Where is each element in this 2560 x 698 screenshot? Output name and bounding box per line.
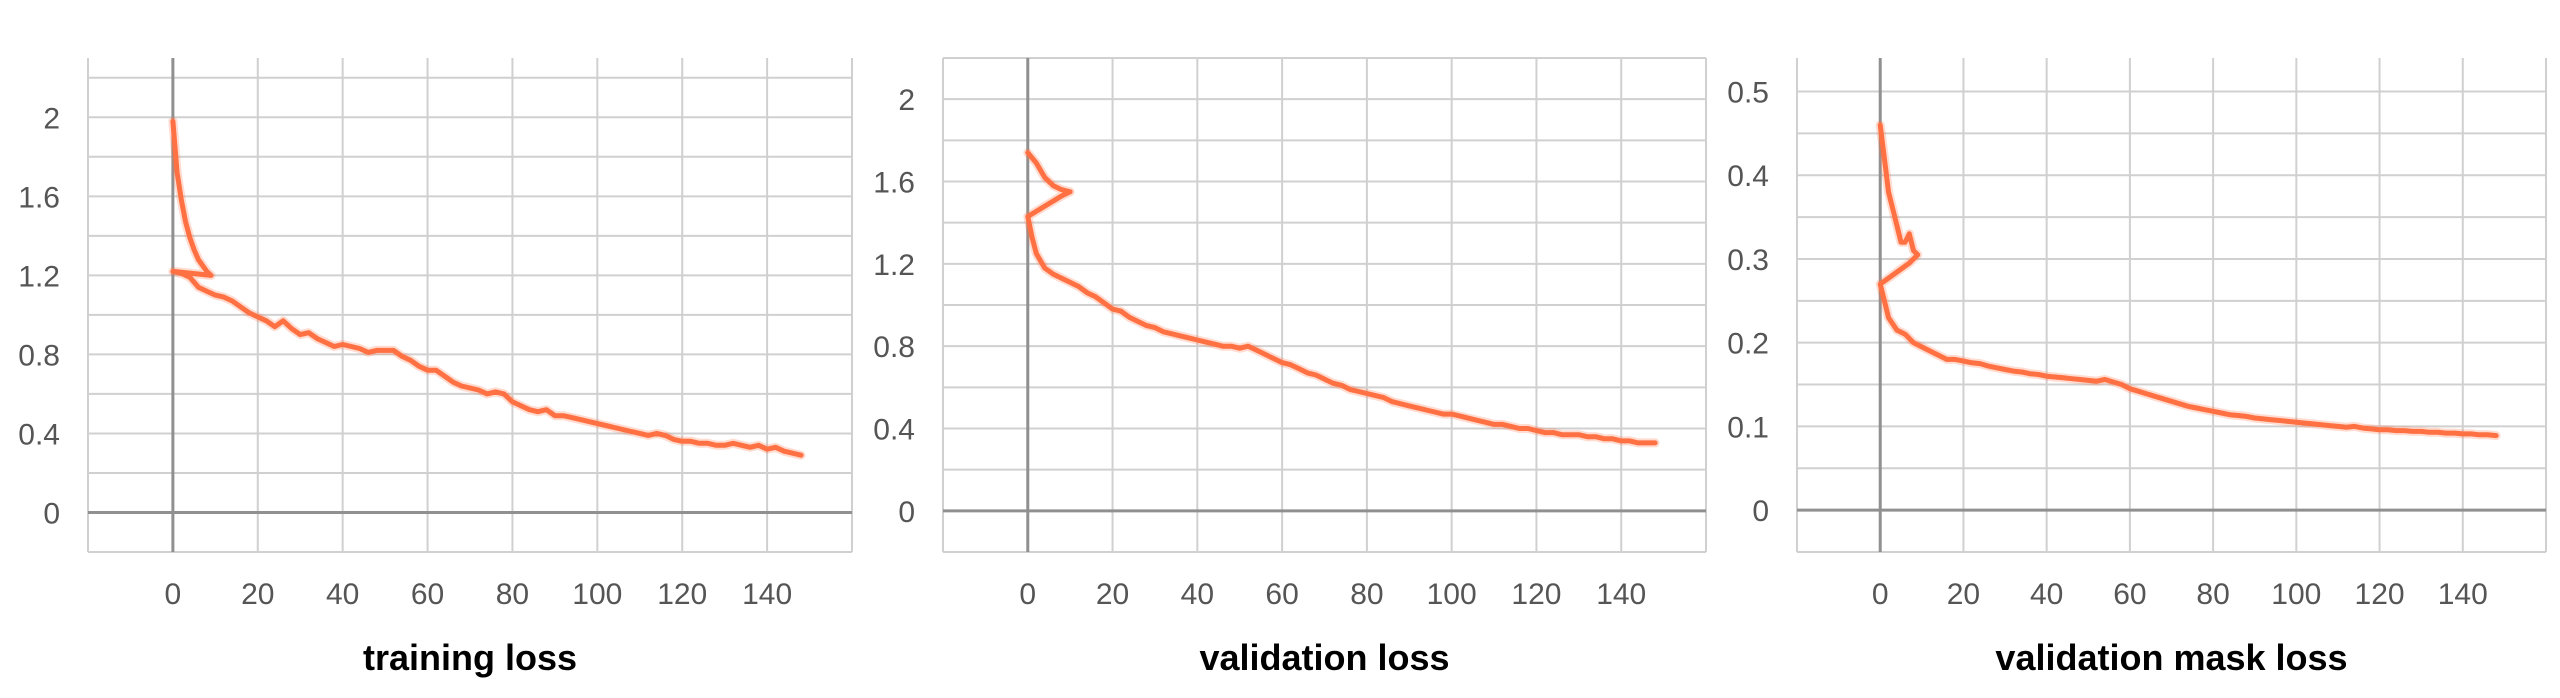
- x-tick-label: 100: [1427, 578, 1477, 611]
- y-tick-label: 0.2: [1727, 328, 1769, 361]
- x-tick-label: 20: [241, 578, 274, 611]
- y-tick-label: 2: [898, 84, 915, 117]
- y-tick-label: 0.3: [1727, 244, 1769, 277]
- y-tick-label: 0.8: [18, 339, 60, 372]
- chart-title: training loss: [363, 637, 577, 678]
- x-tick-label: 0: [1019, 578, 1036, 611]
- x-tick-label: 20: [1096, 578, 1129, 611]
- x-tick-label: 60: [2113, 578, 2146, 611]
- y-tick-label: 0: [43, 497, 60, 530]
- x-tick-label: 140: [742, 578, 792, 611]
- x-tick-label: 140: [2438, 578, 2488, 611]
- y-tick-label: 0.5: [1727, 76, 1769, 109]
- y-tick-label: 0.1: [1727, 411, 1769, 444]
- x-tick-label: 120: [657, 578, 707, 611]
- chart-panel-1: 00.40.81.21.620 20 40 60 80 100 120 140training…: [18, 58, 853, 678]
- x-tick-label: 80: [1350, 578, 1383, 611]
- y-tick-label: 0: [1752, 495, 1769, 528]
- x-tick-label: 0: [165, 578, 182, 611]
- y-tick-label: 1.2: [18, 260, 60, 293]
- series-line-raw: [168, 116, 806, 460]
- y-tick-label: 0.8: [873, 331, 915, 364]
- chart-title: validation mask loss: [1995, 637, 2347, 678]
- series-line-raw: [1023, 148, 1660, 448]
- y-tick-label: 0.4: [1727, 160, 1769, 193]
- x-tick-label: 60: [411, 578, 444, 611]
- y-tick-label: 0.4: [18, 418, 60, 451]
- x-tick-label: 40: [2030, 578, 2063, 611]
- x-tick-label: 0: [1872, 578, 1889, 611]
- y-tick-label: 2: [43, 102, 60, 135]
- x-tick-label: 80: [2196, 578, 2229, 611]
- x-tick-label: 60: [1265, 578, 1298, 611]
- chart-panel-3: 0 0.1 0.2 0.3 0.4 0.5 0 20 40 60 80 100 120 140 valida…: [1727, 58, 2547, 678]
- x-tick-label: 120: [2355, 578, 2405, 611]
- x-tick-label: 100: [572, 578, 622, 611]
- y-tick-label: 1.2: [873, 249, 915, 282]
- x-tick-label: 20: [1947, 578, 1980, 611]
- y-tick-label: 0: [898, 496, 915, 529]
- series-line-raw: [1875, 120, 2501, 441]
- x-tick-label: 100: [2271, 578, 2321, 611]
- y-tick-label: 1.6: [873, 167, 915, 200]
- chart-panel-2: 00.40.81.21.620 20 40 60 80 100 120 140validati…: [873, 57, 1707, 678]
- series-line: [1025, 150, 1658, 446]
- x-tick-label: 80: [496, 578, 529, 611]
- y-tick-label: 0.4: [873, 414, 915, 447]
- series-line: [170, 118, 804, 458]
- x-tick-label: 40: [326, 578, 359, 611]
- y-tick-label: 1.6: [18, 181, 60, 214]
- series-line: [1877, 122, 2499, 439]
- chart-title: validation loss: [1199, 637, 1449, 678]
- x-tick-label: 40: [1181, 578, 1214, 611]
- x-tick-label: 140: [1596, 578, 1646, 611]
- x-tick-label: 120: [1511, 578, 1561, 611]
